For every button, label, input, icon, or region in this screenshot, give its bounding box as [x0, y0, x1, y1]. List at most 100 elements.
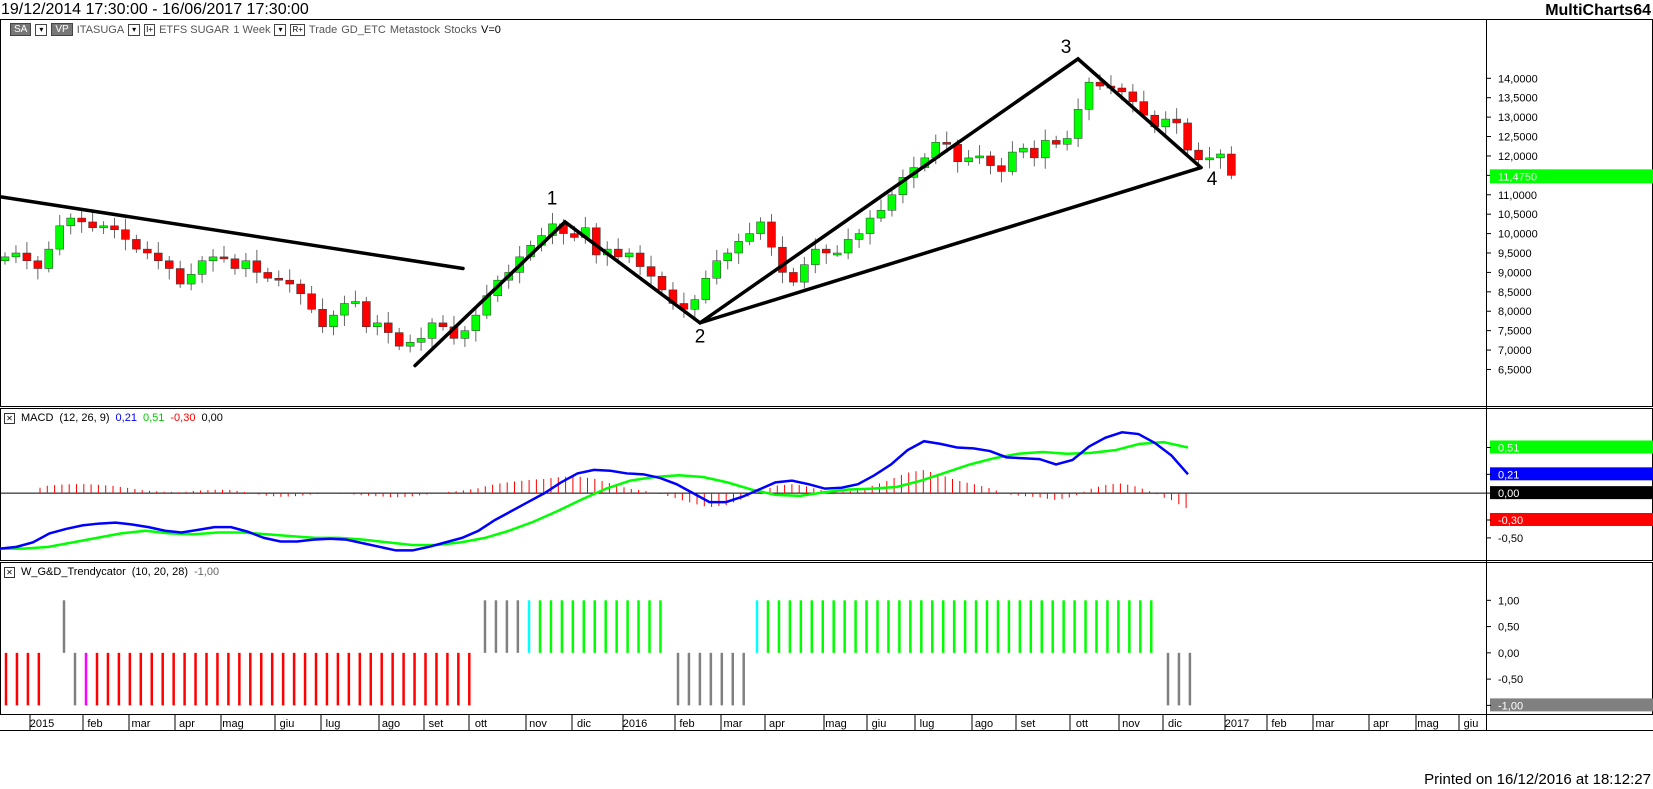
candle-body: [351, 301, 360, 304]
x-tick-label: giu: [280, 718, 295, 730]
volume-label: V=0: [481, 23, 501, 36]
period-label: 1 Week: [233, 23, 271, 36]
candle-body: [274, 277, 283, 281]
candle-body: [964, 157, 973, 163]
last-price-label: 11,4750: [1498, 171, 1537, 183]
candle-body: [646, 266, 656, 277]
price-tick-label: 9,0000: [1498, 267, 1532, 279]
x-tick-label: ago: [382, 718, 400, 730]
candle-body: [657, 276, 667, 291]
macd-value-4: 0,00: [201, 412, 223, 424]
sa-dropdown-icon[interactable]: ▾: [35, 23, 48, 36]
candle-body: [165, 260, 174, 269]
vp-button[interactable]: VP: [51, 23, 73, 36]
feed-label: Metastock: [389, 23, 441, 36]
macd-tick-label: 0,21: [1498, 469, 1519, 481]
close-trendy-icon[interactable]: ✕: [4, 566, 15, 578]
period-dropdown-icon[interactable]: ▾: [274, 23, 287, 36]
candle-body: [77, 217, 86, 223]
candle-body: [997, 165, 1006, 172]
candle-body: [613, 248, 623, 258]
trendy-tick-label: 0,50: [1498, 622, 1519, 634]
r-plus-button[interactable]: R+: [290, 23, 305, 36]
candle-body: [701, 277, 711, 300]
x-tick-label: dic: [577, 718, 592, 730]
candle-body: [66, 217, 75, 227]
i-plus-button[interactable]: I+: [144, 23, 156, 36]
wave-label-3: 3: [1061, 37, 1072, 58]
trendy-tick-label: 1,00: [1498, 595, 1519, 607]
candle-body: [1051, 140, 1061, 145]
candle-body: [175, 268, 185, 285]
price-tick-label: 14,0000: [1498, 73, 1538, 85]
candle-body: [865, 217, 875, 234]
candle-body: [427, 322, 437, 339]
candle-body: [1216, 153, 1225, 159]
macd-name: MACD: [21, 412, 54, 424]
candle-body: [263, 272, 273, 279]
candle-body: [789, 272, 798, 283]
candle-body: [285, 279, 294, 285]
x-tick-label: ago: [975, 718, 993, 730]
macd-tick-label: -0,50: [1498, 533, 1523, 545]
x-tick-label: mar: [132, 718, 151, 730]
x-tick-label: mag: [222, 718, 243, 730]
candle-body: [1019, 147, 1028, 153]
trendy-value: -1,00: [194, 566, 220, 578]
x-tick-label: mag: [825, 718, 846, 730]
candle-body: [384, 322, 393, 333]
trendy-panel-frame: [0, 562, 1653, 715]
x-tick-label: mag: [1417, 718, 1438, 730]
candle-body: [99, 225, 108, 229]
candle-body: [690, 299, 700, 310]
candle-body: [329, 314, 338, 328]
description-label: ETFS SUGAR: [159, 23, 230, 36]
chart-canvas[interactable]: 6,5000 7,0000 7,5000 8,0000 8,5000 9,0000 9,50…: [0, 0, 1653, 770]
candle-body: [471, 314, 481, 331]
price-tick-label: 7,0000: [1498, 345, 1532, 357]
trendy-tick-label: 0,00: [1498, 648, 1519, 660]
candle-body: [44, 248, 54, 269]
price-tick-label: 8,5000: [1498, 287, 1532, 299]
type-label: Stocks: [444, 23, 478, 36]
macd-value-marker: [1490, 512, 1653, 526]
x-tick-label: dic: [1168, 718, 1183, 730]
candle-body: [843, 239, 853, 254]
trendy-title: ✕ W_G&D_Trendycator (10, 20, 28) -1,00: [4, 566, 219, 578]
wave-label-4: 4: [1207, 169, 1218, 190]
candle-body: [0, 256, 10, 262]
candle-body: [394, 332, 404, 347]
macd-tick-label: -0,30: [1498, 515, 1523, 527]
close-macd-icon[interactable]: ✕: [4, 412, 15, 424]
candle-body: [154, 252, 163, 262]
candle-body: [1194, 149, 1203, 161]
candle-body: [132, 239, 141, 250]
chart-toolbar: SA ▾ VP ITASUGA ▾ I+ ETFS SUGAR 1 Week ▾…: [10, 23, 501, 36]
symbol-dropdown-icon[interactable]: ▾: [128, 23, 141, 36]
trendy-tick-label: -0,50: [1498, 674, 1523, 686]
x-tick-label: nov: [1122, 718, 1140, 730]
candle-body: [55, 225, 64, 250]
candle-body: [219, 256, 229, 260]
candle-body: [975, 155, 984, 159]
candle-body: [756, 221, 765, 234]
candle-body: [778, 246, 787, 273]
wave-path: [413, 56, 1203, 368]
x-tick-label: ott: [475, 718, 487, 730]
candle-body: [186, 274, 196, 285]
candle-body: [230, 258, 240, 269]
print-footer: Printed on 16/12/2016 at 18:12:27: [1424, 771, 1651, 788]
macd-tick-label: 0,51: [1498, 442, 1519, 454]
macd-title: ✕ MACD (12, 26, 9) 0,21 0,51 -0,30 0,00: [4, 412, 223, 424]
last-price-marker: [1490, 169, 1653, 184]
macd-value-3: -0,30: [170, 412, 196, 424]
sa-button[interactable]: SA: [10, 23, 32, 36]
candle-body: [1062, 138, 1072, 145]
wave-label-1: 1: [547, 188, 558, 209]
price-tick-label: 10,0000: [1498, 229, 1538, 241]
x-tick-label: apr: [769, 718, 785, 730]
candle-body: [822, 248, 831, 254]
candle-body: [110, 225, 119, 230]
macd-tick-label: 0,00: [1498, 488, 1519, 500]
candle-body: [800, 264, 809, 283]
